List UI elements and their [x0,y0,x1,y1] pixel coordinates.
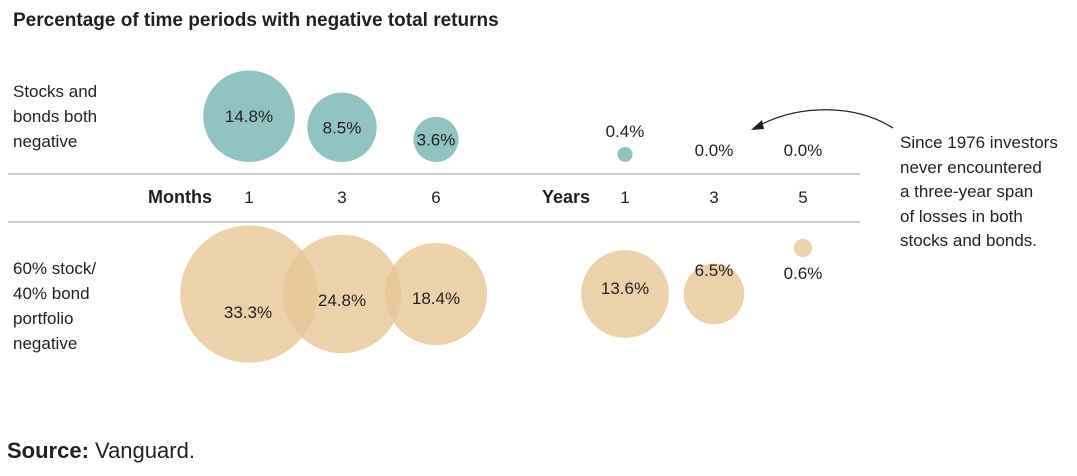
data-label-portfolio: 18.4% [412,289,460,308]
source-note: Source: Vanguard. [7,438,195,464]
annotation-arrow [757,109,894,129]
source-label: Source: [7,438,89,463]
stocks-bonds-bubbles [203,70,633,163]
annotation-line: a three-year span [900,182,1034,201]
bubble-portfolio [384,242,488,346]
annotation-line: Since 1976 investors [900,133,1058,152]
group-label-years: Years [542,187,590,207]
group-label-months: Months [148,187,212,207]
data-label-stocks-bonds: 0.4% [606,122,645,141]
data-label-portfolio: 33.3% [224,303,272,322]
bubble-portfolio [180,225,318,363]
data-label-stocks-bonds: 3.6% [417,130,456,149]
bubble-stocks-bonds [307,92,377,162]
period-axis: Months 1 3 6 Years 1 3 5 [148,187,808,207]
period-tick-label: 3 [709,188,718,207]
row-label-line: 40% bond [13,284,90,303]
annotation-line: stocks and bonds. [900,231,1038,250]
row-label-line: bonds both [13,107,98,126]
chart-title: Percentage of time periods with negative… [13,10,499,31]
data-label-portfolio: 13.6% [601,279,649,298]
data-label-stocks-bonds: 0.0% [784,141,823,160]
source-text: Vanguard. [88,438,195,463]
row-label-line: negative [13,132,78,151]
data-label-portfolio: 6.5% [695,261,734,280]
annotation-line: never encountered [900,157,1042,177]
annotation-note: Since 1976 investors never encountered a… [900,131,1075,254]
row-label-portfolio: 60% stock/ 40% bond portfolio negative [13,256,133,356]
data-label-stocks-bonds: 8.5% [323,118,362,137]
row-label-line: portfolio [13,309,74,328]
row-label-line: Stocks and [13,82,98,101]
data-label-stocks-bonds: 14.8% [225,107,273,126]
period-tick-label: 5 [798,188,807,207]
annotation-arrowhead [751,120,764,130]
row-label-stocks-bonds: Stocks and bonds both negative [13,79,133,154]
row-label-line: negative [13,334,78,353]
bubble-portfolio [581,250,669,338]
bubble-stocks-bonds [203,70,295,162]
data-label-stocks-bonds: 0.0% [695,141,734,160]
bubble-stocks-bonds [413,116,459,162]
bubble-portfolio [793,238,813,258]
bubble-portfolio [282,234,402,354]
period-tick-label: 1 [244,188,253,207]
portfolio-bubbles [180,225,813,363]
annotation-line: of losses in both [900,206,1023,226]
data-label-portfolio: 0.6% [784,264,823,283]
period-tick-label: 6 [431,188,440,207]
data-label-portfolio: 24.8% [318,291,366,310]
value-labels: 14.8% 8.5% 3.6% 0.4% 0.0% 0.0% 33.3% 24.8% 18.4%… [224,107,822,322]
bubble-portfolio [683,263,745,325]
row-label-line: 60% stock/ [13,259,97,278]
period-tick-label: 3 [337,188,346,207]
bubble-stocks-bonds [617,146,633,163]
period-tick-label: 1 [620,188,629,207]
